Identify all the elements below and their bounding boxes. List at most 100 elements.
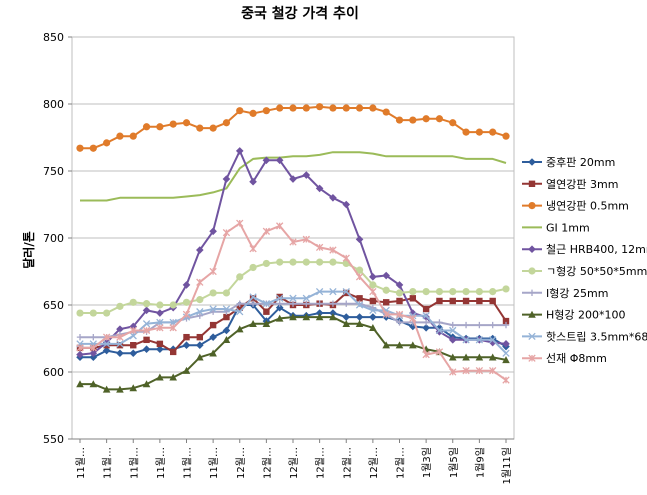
series-4: [80, 151, 507, 202]
data-point: [196, 296, 204, 304]
data-point: [315, 243, 324, 252]
data-point: [89, 344, 97, 352]
data-point: [382, 310, 390, 319]
y-tick-label: 650: [43, 299, 64, 312]
data-point: [196, 278, 204, 286]
series-9: [76, 287, 510, 357]
legend-label: 냉연강판 0.5mm: [546, 200, 629, 213]
data-point: [528, 267, 536, 275]
data-point: [129, 384, 138, 392]
data-point: [129, 349, 138, 358]
data-point: [222, 289, 231, 297]
data-point: [382, 341, 390, 349]
data-point: [303, 300, 310, 307]
grid-lines: [71, 36, 515, 440]
data-point: [236, 308, 244, 316]
data-point: [528, 202, 536, 210]
data-point: [342, 104, 350, 112]
data-point: [196, 333, 204, 341]
series-10: [76, 219, 510, 384]
data-point: [369, 287, 377, 296]
data-point: [142, 380, 151, 388]
data-point: [222, 336, 231, 344]
data-point: [156, 345, 164, 354]
data-point: [76, 350, 84, 359]
chart-title: 중국 철강 가격 추이: [241, 5, 359, 22]
data-point: [130, 342, 137, 349]
data-point: [236, 273, 244, 281]
data-point: [422, 115, 430, 123]
x-tick-label: 1월9일: [474, 447, 486, 478]
data-point: [528, 180, 536, 187]
data-point: [369, 313, 377, 321]
data-point: [409, 295, 417, 302]
x-tick-label: 12월…: [235, 447, 247, 479]
data-point: [329, 287, 337, 296]
data-point: [102, 333, 111, 341]
data-point: [315, 309, 324, 317]
data-point: [382, 299, 390, 306]
y-tick-label: 800: [43, 98, 64, 111]
data-point: [528, 332, 536, 341]
x-tick-label: 1월3일: [421, 447, 433, 478]
data-point: [209, 227, 217, 236]
data-point: [342, 287, 350, 296]
data-point: [489, 367, 497, 375]
data-point: [449, 288, 457, 296]
legend-item: 선재 Φ8mm: [522, 352, 607, 365]
x-tick-label: 11월…: [182, 447, 194, 479]
series-6: [76, 258, 510, 317]
x-tick-label: 11월…: [208, 447, 220, 479]
data-point: [342, 313, 351, 321]
data-point: [316, 103, 324, 111]
data-point: [196, 308, 204, 316]
y-tick-label: 550: [43, 433, 64, 446]
data-point: [502, 356, 510, 364]
data-point: [342, 254, 350, 262]
data-point: [222, 228, 231, 237]
legend-label: H형강 200*100: [546, 309, 626, 322]
data-point: [369, 281, 377, 289]
x-tick-label: 11월…: [128, 447, 140, 479]
data-point: [329, 104, 337, 112]
data-point: [302, 104, 310, 112]
data-point: [249, 109, 257, 117]
data-point: [196, 353, 204, 361]
data-point: [528, 245, 536, 253]
legend-label: I형강 25mm: [546, 287, 608, 300]
data-point: [276, 294, 284, 302]
series-lines: [76, 103, 510, 393]
data-point: [502, 132, 510, 140]
data-point: [355, 319, 364, 327]
data-point: [249, 319, 257, 327]
data-point: [276, 293, 283, 301]
data-point: [289, 300, 297, 307]
data-point: [329, 313, 337, 321]
data-point: [209, 124, 217, 132]
data-point: [169, 324, 177, 332]
data-point: [475, 288, 483, 296]
data-point: [449, 368, 457, 376]
y-tick-label: 850: [43, 31, 64, 44]
data-point: [395, 289, 404, 297]
data-point: [422, 350, 430, 359]
data-point: [156, 373, 164, 381]
data-point: [369, 323, 377, 331]
data-point: [182, 119, 191, 127]
legend-label: GI 1mm: [546, 221, 590, 234]
data-point: [382, 108, 390, 116]
data-point: [196, 124, 204, 132]
x-tick-label: 1월5일: [448, 447, 460, 478]
x-tick-label: 12월…: [261, 447, 273, 479]
data-point: [315, 287, 324, 296]
data-point: [262, 227, 271, 235]
data-point: [448, 353, 457, 361]
data-point: [222, 119, 231, 127]
data-point: [263, 308, 270, 315]
data-point: [235, 325, 244, 333]
data-point: [76, 333, 84, 341]
data-point: [528, 310, 536, 318]
data-point: [156, 123, 164, 131]
data-point: [435, 326, 444, 335]
data-point: [396, 297, 403, 305]
